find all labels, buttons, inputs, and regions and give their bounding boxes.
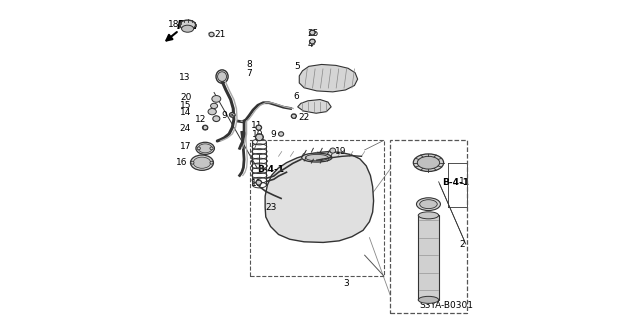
Ellipse shape xyxy=(210,147,213,150)
Text: 14: 14 xyxy=(180,108,191,117)
Text: 24: 24 xyxy=(180,124,191,133)
Ellipse shape xyxy=(417,198,440,211)
Ellipse shape xyxy=(419,296,438,303)
Text: 15: 15 xyxy=(180,101,192,110)
Ellipse shape xyxy=(196,142,214,154)
Ellipse shape xyxy=(310,30,316,35)
Ellipse shape xyxy=(211,103,218,108)
Text: 11: 11 xyxy=(250,179,262,188)
Ellipse shape xyxy=(193,157,211,168)
Ellipse shape xyxy=(278,132,284,136)
Ellipse shape xyxy=(419,212,438,219)
Ellipse shape xyxy=(255,134,264,141)
Bar xyxy=(419,215,438,300)
Ellipse shape xyxy=(291,114,296,118)
Text: B-4-1: B-4-1 xyxy=(442,178,469,187)
Text: 9: 9 xyxy=(221,111,227,120)
Text: 25: 25 xyxy=(307,29,319,38)
Ellipse shape xyxy=(210,161,213,164)
Ellipse shape xyxy=(180,20,196,30)
Text: 6: 6 xyxy=(294,92,300,101)
Ellipse shape xyxy=(202,125,208,130)
Ellipse shape xyxy=(208,108,216,115)
Text: 3: 3 xyxy=(343,279,349,288)
Ellipse shape xyxy=(305,154,328,161)
Ellipse shape xyxy=(197,147,200,150)
Bar xyxy=(250,140,384,276)
Text: 13: 13 xyxy=(179,73,191,82)
Text: 22: 22 xyxy=(298,113,310,122)
Text: 21: 21 xyxy=(214,30,225,39)
Text: 11: 11 xyxy=(250,121,262,130)
Ellipse shape xyxy=(413,154,444,172)
Ellipse shape xyxy=(198,144,212,153)
Ellipse shape xyxy=(301,153,332,162)
Text: 18: 18 xyxy=(168,20,179,29)
Text: 19: 19 xyxy=(335,147,347,156)
Text: 16: 16 xyxy=(176,158,188,167)
Ellipse shape xyxy=(209,32,214,37)
Text: 2: 2 xyxy=(460,240,465,249)
Text: 12: 12 xyxy=(195,115,206,124)
Ellipse shape xyxy=(216,70,228,83)
Ellipse shape xyxy=(420,200,437,209)
Text: 10: 10 xyxy=(252,130,264,139)
Ellipse shape xyxy=(417,156,440,169)
Text: 7: 7 xyxy=(246,69,252,78)
Ellipse shape xyxy=(256,125,262,130)
Text: 20: 20 xyxy=(180,93,191,102)
Polygon shape xyxy=(300,64,358,92)
Ellipse shape xyxy=(229,113,235,117)
Ellipse shape xyxy=(330,148,335,153)
Bar xyxy=(390,140,467,313)
Ellipse shape xyxy=(212,96,221,102)
Ellipse shape xyxy=(218,72,227,81)
Ellipse shape xyxy=(191,161,194,164)
Text: 8: 8 xyxy=(246,60,252,69)
Text: 9: 9 xyxy=(271,130,276,139)
Text: 17: 17 xyxy=(180,142,192,151)
Ellipse shape xyxy=(310,39,316,44)
Polygon shape xyxy=(298,100,331,113)
Polygon shape xyxy=(265,152,374,242)
Ellipse shape xyxy=(213,116,220,122)
Ellipse shape xyxy=(256,180,262,185)
Text: 5: 5 xyxy=(294,63,300,71)
Text: 23: 23 xyxy=(265,204,276,212)
Text: 1: 1 xyxy=(460,177,465,186)
Text: 4: 4 xyxy=(307,40,313,48)
Ellipse shape xyxy=(182,25,194,32)
Text: B-4-1: B-4-1 xyxy=(257,165,284,174)
Text: FR.: FR. xyxy=(177,19,198,32)
Text: S3YA-B0301: S3YA-B0301 xyxy=(419,301,473,310)
Ellipse shape xyxy=(191,155,214,170)
